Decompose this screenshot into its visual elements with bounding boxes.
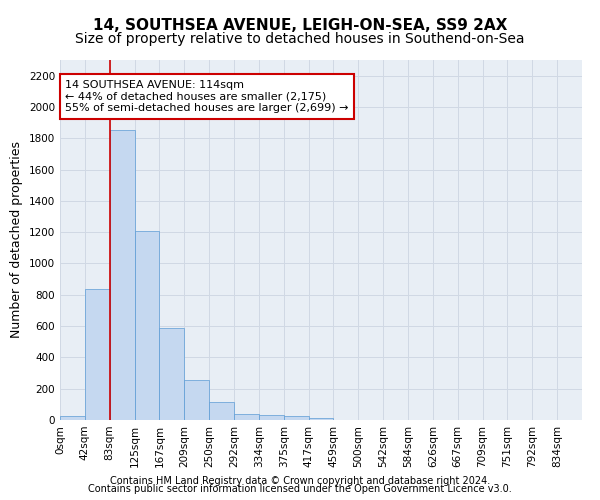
Bar xyxy=(60,416,85,420)
Text: 14 SOUTHSEA AVENUE: 114sqm
← 44% of detached houses are smaller (2,175)
55% of s: 14 SOUTHSEA AVENUE: 114sqm ← 44% of deta… xyxy=(65,80,349,113)
Text: Size of property relative to detached houses in Southend-on-Sea: Size of property relative to detached ho… xyxy=(75,32,525,46)
Bar xyxy=(284,416,308,420)
Bar xyxy=(85,288,110,420)
Bar xyxy=(259,414,284,420)
Bar xyxy=(134,230,160,420)
Text: Contains public sector information licensed under the Open Government Licence v3: Contains public sector information licen… xyxy=(88,484,512,494)
Y-axis label: Number of detached properties: Number of detached properties xyxy=(10,142,23,338)
Text: 14, SOUTHSEA AVENUE, LEIGH-ON-SEA, SS9 2AX: 14, SOUTHSEA AVENUE, LEIGH-ON-SEA, SS9 2… xyxy=(93,18,507,32)
Bar xyxy=(308,418,334,420)
Bar xyxy=(234,414,259,420)
Bar xyxy=(160,328,184,420)
Text: Contains HM Land Registry data © Crown copyright and database right 2024.: Contains HM Land Registry data © Crown c… xyxy=(110,476,490,486)
Bar xyxy=(110,130,134,420)
Bar xyxy=(209,402,234,420)
Bar xyxy=(184,380,209,420)
